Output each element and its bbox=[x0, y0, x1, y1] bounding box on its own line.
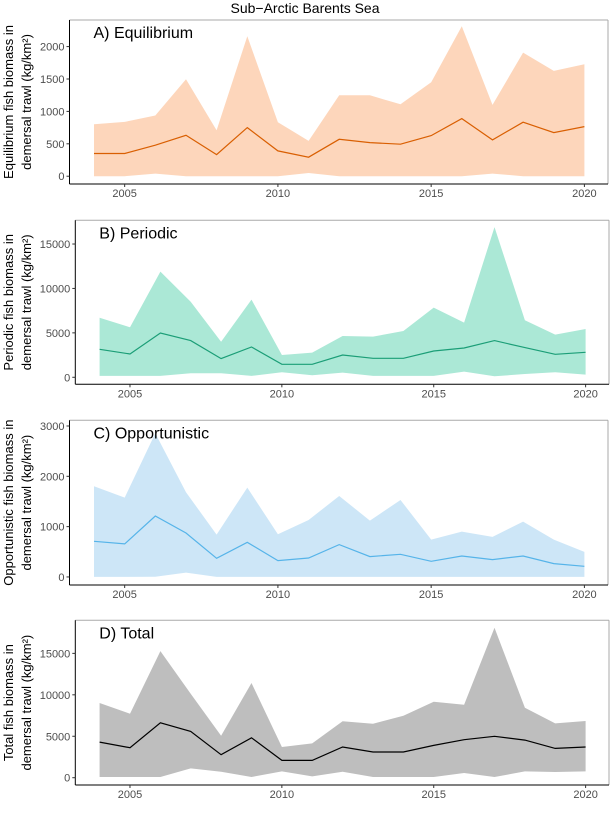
y-tick-label: 1500 bbox=[40, 74, 64, 86]
figure-title: Sub−Arctic Barents Sea bbox=[230, 0, 379, 16]
mean-line bbox=[99, 332, 586, 365]
x-tick-label: 2010 bbox=[270, 388, 294, 400]
y-tick-label: 500 bbox=[46, 139, 64, 151]
x-tick-label: 2005 bbox=[118, 388, 142, 400]
y-axis-label: Periodic fish biomass in bbox=[1, 234, 16, 371]
y-axis-label: demersal trawl (kg/km²) bbox=[19, 34, 34, 170]
y-axis-label: demersal trawl (kg/km²) bbox=[19, 435, 34, 571]
y-tick-label: 2000 bbox=[40, 42, 64, 54]
panel-label: C) Opportunistic bbox=[94, 425, 210, 442]
panel-label: B) Periodic bbox=[99, 225, 177, 242]
y-axis-label: Opportunistic fish biomass in bbox=[1, 420, 16, 586]
y-tick-label: 0 bbox=[58, 171, 64, 183]
y-tick-label: 1000 bbox=[40, 106, 64, 118]
y-tick-label: 15000 bbox=[40, 239, 71, 251]
ribbon-range bbox=[99, 627, 586, 777]
x-tick-label: 2020 bbox=[573, 388, 597, 400]
y-tick-label: 10000 bbox=[40, 283, 71, 295]
y-tick-label: 5000 bbox=[46, 328, 70, 340]
y-tick-label: 3000 bbox=[40, 421, 64, 433]
y-axis-label: demersal trawl (kg/km²) bbox=[19, 635, 34, 771]
ribbon-range bbox=[94, 433, 585, 577]
y-tick-label: 10000 bbox=[40, 690, 71, 702]
y-tick-label: 2000 bbox=[40, 471, 64, 483]
x-tick-label: 2015 bbox=[419, 188, 443, 200]
x-tick-label: 2005 bbox=[112, 589, 136, 601]
mean-line bbox=[94, 117, 585, 158]
x-tick-label: 2015 bbox=[419, 589, 443, 601]
y-tick-label: 5000 bbox=[46, 731, 70, 743]
panel-label: A) Equilibrium bbox=[94, 25, 194, 42]
x-tick-label: 2010 bbox=[266, 589, 290, 601]
x-tick-label: 2015 bbox=[421, 789, 445, 801]
x-tick-label: 2010 bbox=[266, 188, 290, 200]
x-tick-label: 2005 bbox=[112, 188, 136, 200]
panel-4: 2005 2010 2015 2020 0 5000 10000 15000 D) Total T… bbox=[1, 619, 610, 801]
y-axis-label: Total fish biomass in bbox=[1, 644, 16, 761]
panel-2: 2005 2010 2015 2020 0 5000 10000 15000 B) Period… bbox=[1, 219, 610, 400]
x-tick-label: 2020 bbox=[573, 789, 597, 801]
y-axis-label: demersal trawl (kg/km²) bbox=[19, 234, 34, 370]
x-tick-label: 2005 bbox=[118, 789, 142, 801]
y-tick-label: 0 bbox=[64, 773, 70, 785]
x-tick-label: 2015 bbox=[421, 388, 445, 400]
mean-line bbox=[99, 722, 586, 761]
x-tick-label: 2020 bbox=[572, 188, 596, 200]
y-tick-label: 0 bbox=[64, 372, 70, 384]
ribbon-range bbox=[99, 227, 586, 377]
y-tick-label: 1000 bbox=[40, 522, 64, 534]
y-tick-label: 15000 bbox=[40, 648, 71, 660]
ribbon-range bbox=[94, 26, 585, 177]
panel-3: 2005 2010 2015 2020 0 1000 2000 3000 C) Opportun… bbox=[1, 420, 609, 601]
x-tick-label: 2020 bbox=[572, 589, 596, 601]
y-tick-label: 0 bbox=[58, 572, 64, 584]
panel-label: D) Total bbox=[99, 625, 154, 642]
y-axis-label: Equilibrium fish biomass in bbox=[1, 25, 16, 179]
panel-1: 2005 2010 2015 2020 0 500 1000 1500 2000 A) Equil… bbox=[1, 19, 609, 200]
x-tick-label: 2010 bbox=[270, 789, 294, 801]
mean-line bbox=[93, 515, 585, 567]
